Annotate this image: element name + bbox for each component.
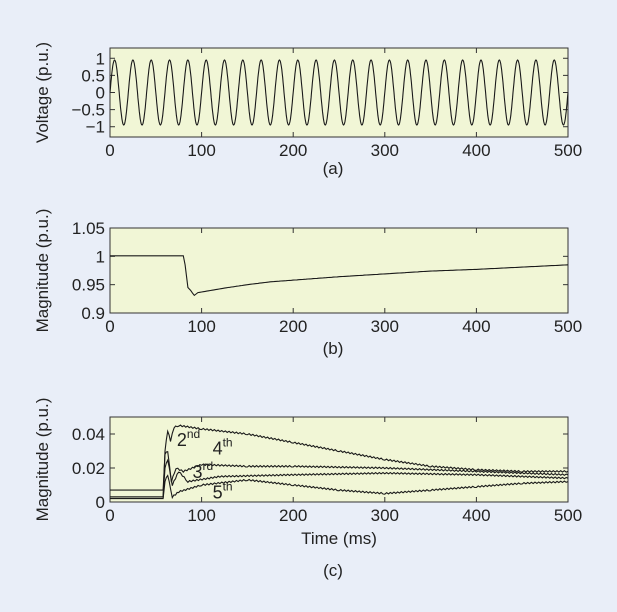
series-line-4th [110,451,569,491]
subplot-caption: (c) [323,561,343,580]
x-tick-label: 500 [554,141,582,160]
series-label-sup: nd [187,427,200,441]
x-tick-label: 400 [462,141,490,160]
x-tick-label: 500 [554,506,582,525]
y-tick-label: 0.04 [72,425,105,444]
subplot-caption: (a) [323,159,344,178]
y-tick-label: −0.5 [71,101,105,120]
x-tick-label: 0 [105,506,114,525]
y-tick-label: 0 [96,493,105,512]
y-tick-label: 1 [96,49,105,68]
y-axis-label: Voltage (p.u.) [33,42,52,143]
x-tick-label: 100 [187,141,215,160]
y-axis-label: Magnitude (p.u.) [33,209,52,333]
x-tick-label: 200 [279,506,307,525]
y-tick-label: 1.05 [72,219,105,238]
series-label-base: 5 [213,483,223,503]
x-tick-label: 300 [371,506,399,525]
y-tick-label: 0 [96,84,105,103]
series-line-5th [110,474,569,500]
series-line-3rd [110,458,569,498]
subplot-caption: (b) [323,339,344,358]
series-label-2nd: 2nd [177,427,200,450]
series-label-sup: th [223,435,233,449]
series-line-2nd [110,424,569,498]
series-label-4th: 4th [213,435,233,458]
y-tick-label: 0.02 [72,459,105,478]
x-tick-label: 300 [371,317,399,336]
x-axis-label: Time (ms) [301,529,377,548]
series-label-3rd: 3rd [192,459,213,482]
plot-area [109,227,569,314]
plot-area [109,416,569,503]
y-tick-label: 0.9 [81,304,105,323]
x-tick-label: 0 [105,317,114,336]
series-label-base: 2 [177,430,187,450]
y-tick-label: 0.5 [81,66,105,85]
x-tick-label: 200 [279,141,307,160]
y-axis-label: Magnitude (p.u.) [33,398,52,522]
series-label-base: 3 [192,462,202,482]
x-tick-label: 0 [105,141,114,160]
x-tick-label: 400 [462,317,490,336]
series-label-sup: th [223,480,233,494]
series-label-sup: rd [202,459,213,473]
y-tick-label: −1 [86,118,105,137]
x-tick-label: 400 [462,506,490,525]
series-label-base: 4 [213,438,223,458]
x-tick-label: 100 [187,506,215,525]
series-label-5th: 5th [213,480,233,503]
x-tick-label: 100 [187,317,215,336]
y-tick-label: 0.95 [72,276,105,295]
subplot-c: 0 100 200 300 400 500 0.04 0.02 0 Magnitude (p.u.… [33,398,582,580]
x-tick-label: 200 [279,317,307,336]
y-tick-label: 1 [96,247,105,266]
x-tick-label: 300 [371,141,399,160]
series-line-voltage [109,59,569,126]
subplot-b: 0 100 200 300 400 500 1.05 1 0.95 0.9 Magnitude (p… [33,209,582,358]
x-tick-label: 500 [554,317,582,336]
series-line-fundamental [110,255,569,297]
